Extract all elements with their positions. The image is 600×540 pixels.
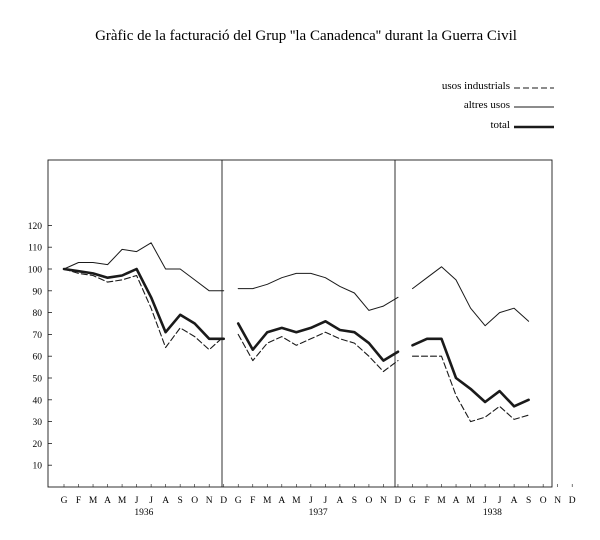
x-month-label: J bbox=[498, 496, 502, 506]
legend-label: usos industrials bbox=[442, 80, 510, 92]
x-month-label: N bbox=[554, 496, 561, 506]
legend-label: altres usos bbox=[464, 99, 510, 111]
x-month-label: A bbox=[511, 496, 518, 506]
x-month-label: F bbox=[76, 496, 81, 506]
x-month-label: M bbox=[118, 496, 127, 506]
x-month-label: A bbox=[336, 496, 343, 506]
series-line-dashed-1937 bbox=[237, 331, 399, 373]
x-month-label: O bbox=[365, 496, 372, 506]
legend: usos industrials altres usos total bbox=[442, 80, 554, 131]
series-line-thin-1936 bbox=[63, 242, 225, 292]
x-month-label: O bbox=[191, 496, 198, 506]
x-month-label: M bbox=[89, 496, 98, 506]
y-tick-label: 120 bbox=[28, 222, 43, 232]
x-month-label: S bbox=[352, 496, 357, 506]
x-month-label: N bbox=[380, 496, 387, 506]
x-month-label: M bbox=[466, 496, 475, 506]
y-tick-label: 50 bbox=[33, 375, 43, 385]
x-month-label: M bbox=[263, 496, 272, 506]
x-month-label: M bbox=[437, 496, 446, 506]
plot-frame bbox=[47, 159, 553, 488]
x-month-label: F bbox=[250, 496, 255, 506]
x-month-label: J bbox=[483, 496, 487, 506]
x-month-label: J bbox=[324, 496, 328, 506]
y-tick-label: 10 bbox=[33, 462, 43, 472]
y-tick-label: 20 bbox=[33, 440, 43, 450]
y-tick-label: 70 bbox=[33, 331, 43, 341]
x-month-label: A bbox=[104, 496, 111, 506]
y-axis: 10 20 30 40 50 60 70 80 90 100 110 120 bbox=[28, 222, 52, 472]
legend-label: total bbox=[490, 119, 510, 131]
x-year-label: 1938 bbox=[483, 508, 502, 518]
y-tick-label: 90 bbox=[33, 287, 43, 297]
y-tick-label: 40 bbox=[33, 396, 43, 406]
x-month-label: S bbox=[178, 496, 183, 506]
x-month-label: D bbox=[569, 496, 576, 506]
x-month-label: M bbox=[292, 496, 301, 506]
x-month-label: J bbox=[135, 496, 139, 506]
y-tick-label: 60 bbox=[33, 353, 43, 363]
x-axis: G F M A M J J A S O N D G F M A M J J A S O N D G F M A M J J A S O N D1936… bbox=[61, 484, 576, 518]
series-line-thin-1937 bbox=[237, 272, 399, 311]
series-line-dashed-1938 bbox=[411, 355, 530, 423]
series-line-dashed-1936 bbox=[63, 268, 225, 351]
x-month-label: D bbox=[220, 496, 227, 506]
x-month-label: D bbox=[395, 496, 402, 506]
y-tick-label: 110 bbox=[28, 244, 42, 254]
chart-title: Gràfic de la facturació del Grup ''la Ca… bbox=[95, 28, 517, 44]
x-month-label: G bbox=[61, 496, 68, 506]
series-line-thin-1938 bbox=[412, 266, 530, 327]
x-month-label: A bbox=[453, 496, 460, 506]
x-month-label: A bbox=[162, 496, 169, 506]
x-month-label: S bbox=[526, 496, 531, 506]
x-month-label: A bbox=[278, 496, 285, 506]
series-line-thick-1936 bbox=[62, 267, 225, 341]
x-month-label: J bbox=[309, 496, 313, 506]
x-month-label: G bbox=[235, 496, 242, 506]
series-lines bbox=[62, 242, 530, 423]
x-year-label: 1937 bbox=[309, 508, 328, 518]
x-year-label: 1936 bbox=[134, 508, 153, 518]
x-month-label: N bbox=[206, 496, 213, 506]
x-month-label: J bbox=[149, 496, 153, 506]
y-tick-label: 80 bbox=[33, 309, 43, 319]
y-tick-label: 30 bbox=[33, 418, 43, 428]
series-line-thick-1937 bbox=[236, 319, 400, 362]
x-month-label: G bbox=[409, 496, 416, 506]
series-line-thick-1938 bbox=[411, 337, 530, 408]
x-month-label: F bbox=[424, 496, 429, 506]
y-tick-label: 100 bbox=[28, 266, 43, 276]
x-month-label: O bbox=[540, 496, 547, 506]
